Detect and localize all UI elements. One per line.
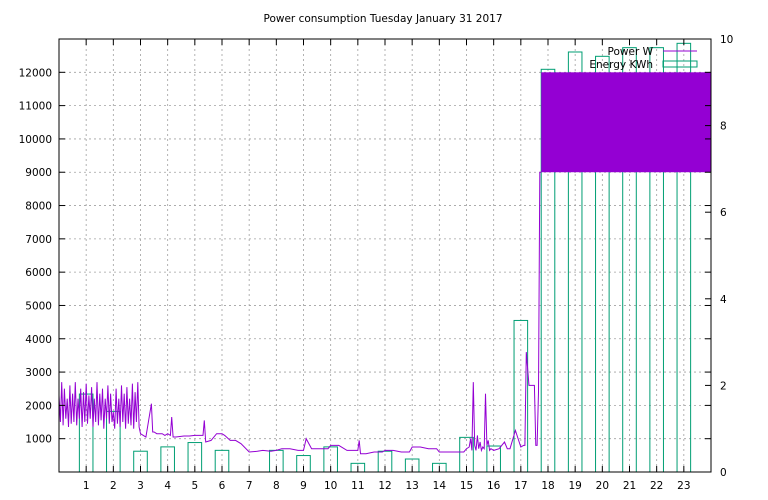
power-high-block <box>541 72 711 173</box>
energy-bar <box>133 450 148 472</box>
x-tick-label: 15 <box>460 480 473 492</box>
y2-tick-label: 10 <box>720 34 733 46</box>
x-tick-label: 18 <box>541 480 554 492</box>
x-tick-label: 13 <box>405 480 418 492</box>
x-tick-label: 14 <box>433 480 447 492</box>
x-tick-label: 16 <box>487 480 501 492</box>
y-tick-label: 8000 <box>25 201 52 213</box>
chart-title: Power consumption Tuesday January 31 201… <box>263 13 502 25</box>
x-tick-label: 9 <box>300 480 307 492</box>
x-tick-label: 19 <box>568 480 581 492</box>
x-tick-label: 6 <box>219 480 226 492</box>
energy-bar <box>214 449 230 472</box>
x-tick-label: 5 <box>191 480 198 492</box>
grid-lines <box>59 39 711 472</box>
energy-bar <box>106 410 121 472</box>
y-tick-label: 1000 <box>25 434 52 446</box>
x-tick-label: 11 <box>351 480 364 492</box>
y2-tick-label: 2 <box>720 380 727 392</box>
y-tick-label: 11000 <box>19 101 52 113</box>
y-tick-label: 9000 <box>25 167 52 179</box>
legend-swatch-energy <box>662 60 698 68</box>
y-tick-label: 12000 <box>19 67 52 79</box>
axes: 1000 2000 3000 4000 5000 6000 7000 8000 9000 1000… <box>19 34 734 492</box>
energy-bar <box>404 458 420 472</box>
y-tick-label: 3000 <box>25 367 52 379</box>
x-tick-label: 17 <box>514 480 527 492</box>
energy-bar <box>567 51 583 472</box>
power-series <box>59 72 711 455</box>
y2-tick-label: 0 <box>720 467 727 479</box>
x-tick-label: 22 <box>650 480 663 492</box>
energy-bar <box>187 442 203 472</box>
x-tick-label: 2 <box>110 480 117 492</box>
x-tick-label: 23 <box>677 480 690 492</box>
y-tick-label: 2000 <box>25 400 52 412</box>
power-line <box>59 171 542 455</box>
x-tick-label: 20 <box>596 480 609 492</box>
y2-tick-label: 6 <box>720 207 727 219</box>
x-tick-label: 3 <box>137 480 144 492</box>
x-tick-label: 21 <box>623 480 636 492</box>
legend-label-energy: Energy KWh <box>589 59 653 71</box>
x-tick-label: 1 <box>83 480 90 492</box>
x-tick-label: 10 <box>324 480 337 492</box>
x-tick-label: 8 <box>273 480 280 492</box>
y2-tick-label: 8 <box>720 121 727 133</box>
legend-label-power: Power W <box>608 46 654 58</box>
energy-bar <box>540 68 556 472</box>
x-tick-label: 7 <box>246 480 253 492</box>
x-tick-label: 12 <box>378 480 391 492</box>
x-tick-label: 4 <box>164 480 171 492</box>
y-tick-label: 7000 <box>25 234 52 246</box>
y-tick-label: 4000 <box>25 334 52 346</box>
y-tick-label: 5000 <box>25 300 52 312</box>
y2-tick-label: 4 <box>720 294 727 306</box>
energy-bar <box>377 450 393 472</box>
energy-bar <box>513 319 529 472</box>
y-tick-label: 6000 <box>25 267 52 279</box>
y-tick-label: 10000 <box>19 134 52 146</box>
